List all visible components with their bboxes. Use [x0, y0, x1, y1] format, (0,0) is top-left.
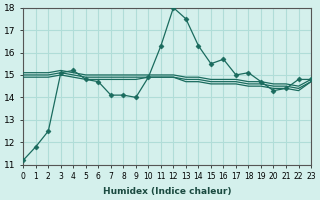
X-axis label: Humidex (Indice chaleur): Humidex (Indice chaleur) [103, 187, 231, 196]
